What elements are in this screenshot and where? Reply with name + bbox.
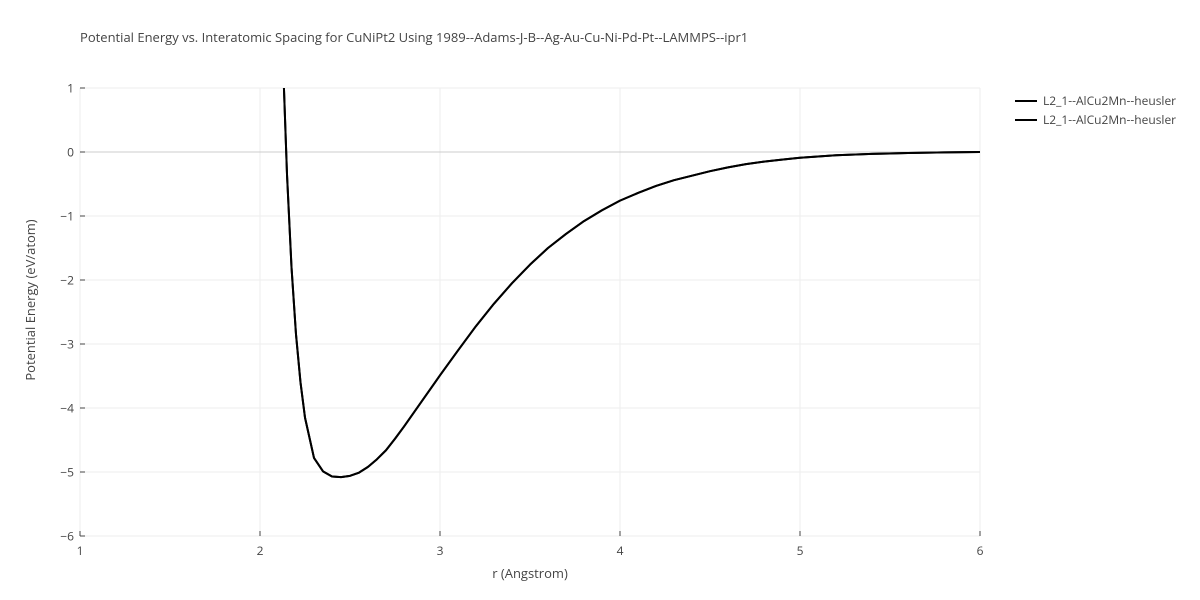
x-tick-label: 4 xyxy=(617,542,624,559)
legend-swatch-icon xyxy=(1015,100,1037,102)
legend-label: L2_1--AlCu2Mn--heusler xyxy=(1043,111,1176,128)
y-tick-label: −2 xyxy=(50,272,74,289)
legend-item[interactable]: L2_1--AlCu2Mn--heusler xyxy=(1015,111,1176,128)
y-tick-label: 1 xyxy=(50,80,74,97)
x-tick-label: 5 xyxy=(797,542,804,559)
x-tick-label: 1 xyxy=(77,542,84,559)
y-tick-label: −3 xyxy=(50,336,74,353)
y-tick-label: −4 xyxy=(50,400,74,417)
x-tick-label: 3 xyxy=(437,542,444,559)
y-tick-label: −5 xyxy=(50,464,74,481)
legend-item[interactable]: L2_1--AlCu2Mn--heusler xyxy=(1015,92,1176,109)
y-tick-label: 0 xyxy=(50,144,74,161)
y-tick-label: −1 xyxy=(50,208,74,225)
legend-swatch-icon xyxy=(1015,119,1037,121)
chart-container: Potential Energy vs. Interatomic Spacing… xyxy=(0,0,1200,600)
y-tick-label: −6 xyxy=(50,528,74,545)
legend-label: L2_1--AlCu2Mn--heusler xyxy=(1043,92,1176,109)
chart-svg xyxy=(0,0,1200,600)
x-axis-label: r (Angstrom) xyxy=(492,564,568,582)
legend: L2_1--AlCu2Mn--heusler L2_1--AlCu2Mn--he… xyxy=(1015,92,1176,130)
x-tick-label: 6 xyxy=(977,542,984,559)
x-tick-label: 2 xyxy=(257,542,264,559)
